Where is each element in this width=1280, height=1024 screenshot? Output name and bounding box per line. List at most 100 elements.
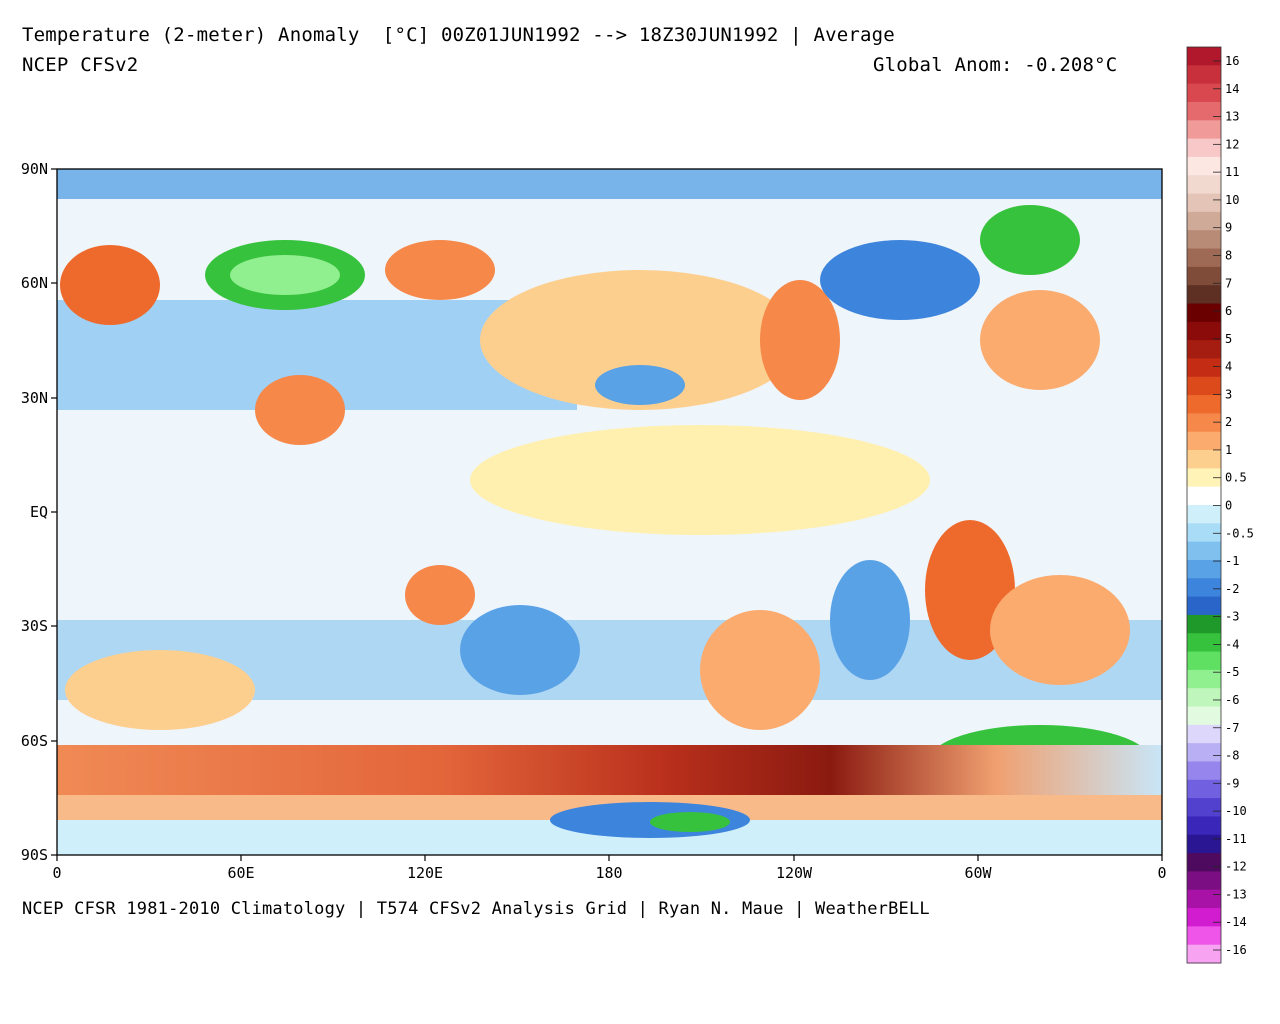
colorbar-frame (1186, 46, 1222, 964)
colorbar-swatch (1187, 303, 1221, 323)
lon-label: 60E (227, 864, 254, 882)
footer-credit: NCEP CFSR 1981-2010 Climatology | T574 C… (22, 899, 930, 919)
colorbar-label: -11 (1225, 832, 1247, 846)
colorbar-swatch (1187, 724, 1221, 744)
colorbar-label: 9 (1225, 221, 1232, 235)
lon-label: 120W (776, 864, 813, 882)
colorbar-label: 5 (1225, 332, 1232, 346)
colorbar-swatch (1187, 285, 1221, 305)
colorbar-swatch (1187, 156, 1221, 176)
colorbar-swatch (1187, 193, 1221, 213)
colorbar-swatch (1187, 853, 1221, 872)
colorbar-swatch (1187, 321, 1221, 341)
colorbar-swatch (1187, 798, 1221, 818)
colorbar-swatch (1187, 834, 1221, 854)
colorbar-label: -10 (1225, 804, 1247, 818)
lon-label: 0 (1157, 864, 1166, 882)
colorbar-swatch (1187, 578, 1221, 598)
colorbar-swatch (1187, 816, 1221, 836)
colorbar-swatch (1187, 376, 1221, 396)
colorbar-swatch (1187, 944, 1221, 964)
colorbar-label: 0.5 (1225, 471, 1247, 485)
lat-ticks (51, 168, 57, 856)
colorbar-swatch (1187, 65, 1221, 85)
colorbar-swatch (1187, 779, 1221, 799)
colorbar-swatch (1187, 871, 1221, 891)
colorbar-swatch (1187, 669, 1221, 689)
colorbar-label: -13 (1225, 887, 1247, 901)
colorbar-label: -14 (1225, 915, 1247, 929)
colorbar-label: 10 (1225, 193, 1239, 207)
colorbar-swatch (1187, 486, 1221, 506)
lon-label: 60W (964, 864, 992, 882)
colorbar-label: 11 (1225, 165, 1239, 179)
colorbar-swatch (1187, 596, 1221, 616)
colorbar-swatch (1187, 633, 1221, 653)
colorbar-swatch (1187, 614, 1221, 634)
colorbar-swatch (1187, 706, 1221, 726)
colorbar-label: -9 (1225, 776, 1239, 790)
lat-label: 60N (21, 274, 48, 292)
colorbar-label: 0 (1225, 499, 1232, 513)
lon-label: 0 (52, 864, 61, 882)
lon-label: 120E (407, 864, 443, 882)
lat-label: 30N (21, 389, 48, 407)
colorbar-swatch (1187, 340, 1221, 360)
colorbar-label: -5 (1225, 665, 1239, 679)
colorbar-swatch (1187, 743, 1221, 763)
colorbar-swatch (1187, 120, 1221, 140)
lat-label: 60S (21, 732, 48, 750)
lat-label: 90S (21, 846, 48, 864)
colorbar-swatch (1187, 688, 1221, 708)
colorbar-label: 4 (1225, 360, 1232, 374)
colorbar-swatch (1187, 230, 1221, 250)
colorbar-swatch (1187, 431, 1221, 451)
colorbar-label: 1 (1225, 443, 1232, 457)
colorbar-label: -7 (1225, 721, 1239, 735)
colorbar-swatch (1187, 541, 1221, 561)
colorbar-label: 14 (1225, 82, 1239, 96)
colorbar-label: -0.5 (1225, 526, 1254, 540)
anomaly-field (57, 169, 1162, 855)
lat-labels: 90N 60N 30N EQ 30S 60S 90S (21, 160, 48, 864)
colorbar-swatch (1187, 651, 1221, 671)
colorbar-swatch (1187, 908, 1221, 927)
colorbar-swatch (1187, 559, 1221, 579)
colorbar-swatch (1187, 413, 1221, 433)
colorbar-swatch (1187, 450, 1221, 469)
colorbar-swatch (1187, 505, 1221, 524)
colorbar-label: 16 (1225, 54, 1239, 68)
colorbar-label: -4 (1225, 637, 1239, 651)
colorbar-label: -16 (1225, 943, 1247, 957)
colorbar-swatch (1187, 358, 1221, 378)
colorbar-label: -1 (1225, 554, 1239, 568)
colorbar-label: -3 (1225, 610, 1239, 624)
colorbar-swatch (1187, 266, 1221, 286)
colorbar-label: 13 (1225, 110, 1239, 124)
colorbar-label: 7 (1225, 276, 1232, 290)
colorbar-label: 12 (1225, 137, 1239, 151)
colorbar-label: 3 (1225, 387, 1232, 401)
lon-ticks (56, 855, 1163, 861)
colorbar-swatch (1187, 468, 1221, 488)
colorbar-swatch (1187, 523, 1221, 543)
colorbar-swatch (1187, 47, 1221, 66)
colorbar-swatch (1187, 761, 1221, 781)
global-anomaly: Global Anom: -0.208°C (873, 54, 1118, 76)
colorbar-label: 8 (1225, 248, 1232, 262)
colorbar-label: -8 (1225, 749, 1239, 763)
lat-label: 90N (21, 160, 48, 178)
lon-labels: 0 60E 120E 180 120W 60W 0 (52, 864, 1166, 882)
colorbar-label: -12 (1225, 860, 1247, 874)
lat-label: 30S (21, 617, 48, 635)
colorbar-swatch (1187, 926, 1221, 946)
colorbar-swatch (1187, 211, 1221, 231)
colorbar-swatch (1187, 138, 1221, 158)
colorbar-swatch (1187, 395, 1221, 414)
colorbar: 16 14 13 12 11 10 9 8 7 6 5 4 3 2 1 0.5 0 -0.5 -1 -2 -3 -4 -5 -… (1186, 46, 1254, 964)
chart-title: Temperature (2-meter) Anomaly [°C] 00Z01… (22, 24, 895, 46)
colorbar-label: -2 (1225, 582, 1239, 596)
colorbar-swatch (1187, 889, 1221, 909)
lon-label: 180 (595, 864, 622, 882)
